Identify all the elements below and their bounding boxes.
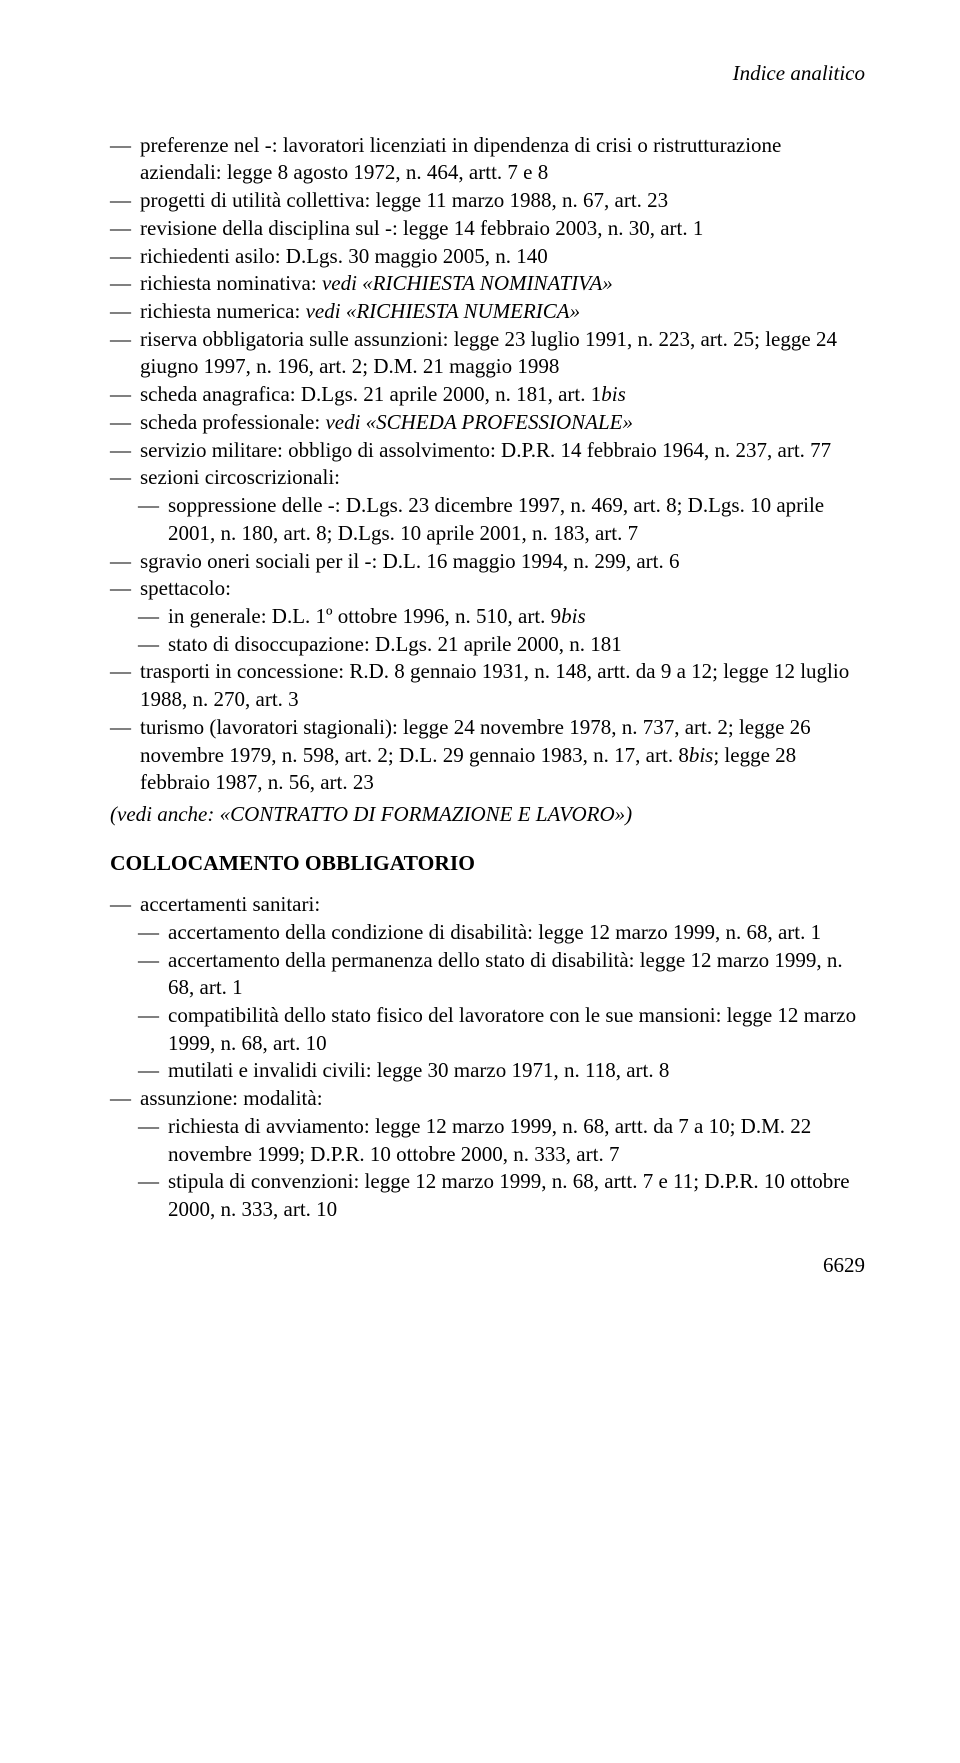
- entry-text: soppressione delle -: D.Lgs. 23 dicembre…: [168, 492, 865, 547]
- index-entry: —accertamento della permanenza dello sta…: [110, 947, 865, 1002]
- dash-icon: —: [110, 891, 140, 919]
- index-entry: —accertamento della condizione di disabi…: [110, 919, 865, 947]
- entry-text: sezioni circoscrizionali:: [140, 464, 865, 492]
- section-heading: COLLOCAMENTO OBBLIGATORIO: [110, 849, 865, 877]
- index-entry: —richiedenti asilo: D.Lgs. 30 maggio 200…: [110, 243, 865, 271]
- index-entry: —preferenze nel -: lavoratori licenziati…: [110, 132, 865, 187]
- index-entry: —sgravio oneri sociali per il -: D.L. 16…: [110, 548, 865, 576]
- entry-text: turismo (lavoratori stagionali): legge 2…: [140, 714, 865, 797]
- dash-icon: —: [138, 1002, 168, 1057]
- dash-icon: —: [110, 437, 140, 465]
- index-entry: —trasporti in concessione: R.D. 8 gennai…: [110, 658, 865, 713]
- index-entry: —richiesta nominativa: vedi «RICHIESTA N…: [110, 270, 865, 298]
- entry-text: richiedenti asilo: D.Lgs. 30 maggio 2005…: [140, 243, 865, 271]
- dash-icon: —: [138, 631, 168, 659]
- index-list-1: —preferenze nel -: lavoratori licenziati…: [110, 132, 865, 797]
- entry-text: richiesta numerica: vedi «RICHIESTA NUME…: [140, 298, 865, 326]
- index-entry: —stipula di convenzioni: legge 12 marzo …: [110, 1168, 865, 1223]
- dash-icon: —: [110, 409, 140, 437]
- document-page: Indice analitico —preferenze nel -: lavo…: [0, 0, 960, 1319]
- entry-text: scheda anagrafica: D.Lgs. 21 aprile 2000…: [140, 381, 865, 409]
- dash-icon: —: [110, 1085, 140, 1113]
- entry-text: riserva obbligatoria sulle assunzioni: l…: [140, 326, 865, 381]
- entry-text: sgravio oneri sociali per il -: D.L. 16 …: [140, 548, 865, 576]
- entry-text: richiesta di avviamento: legge 12 marzo …: [168, 1113, 865, 1168]
- entry-text: preferenze nel -: lavoratori licenziati …: [140, 132, 865, 187]
- index-list-2: —accertamenti sanitari:—accertamento del…: [110, 891, 865, 1224]
- page-header: Indice analitico: [110, 60, 865, 88]
- dash-icon: —: [138, 947, 168, 1002]
- index-entry: —riserva obbligatoria sulle assunzioni: …: [110, 326, 865, 381]
- dash-icon: —: [110, 714, 140, 797]
- entry-text: accertamento della condizione di disabil…: [168, 919, 865, 947]
- index-entry: —assunzione: modalità:: [110, 1085, 865, 1113]
- index-entry: —in generale: D.L. 1º ottobre 1996, n. 5…: [110, 603, 865, 631]
- dash-icon: —: [110, 326, 140, 381]
- dash-icon: —: [138, 1168, 168, 1223]
- index-entry: —compatibilità dello stato fisico del la…: [110, 1002, 865, 1057]
- dash-icon: —: [138, 1113, 168, 1168]
- entry-text: assunzione: modalità:: [140, 1085, 865, 1113]
- entry-text: stato di disoccupazione: D.Lgs. 21 april…: [168, 631, 865, 659]
- index-entry: —spettacolo:: [110, 575, 865, 603]
- entry-text: accertamento della permanenza dello stat…: [168, 947, 865, 1002]
- dash-icon: —: [110, 243, 140, 271]
- entry-text: richiesta nominativa: vedi «RICHIESTA NO…: [140, 270, 865, 298]
- dash-icon: —: [138, 1057, 168, 1085]
- dash-icon: —: [110, 270, 140, 298]
- entry-text: mutilati e invalidi civili: legge 30 mar…: [168, 1057, 865, 1085]
- index-entry: —scheda professionale: vedi «SCHEDA PROF…: [110, 409, 865, 437]
- dash-icon: —: [110, 187, 140, 215]
- entry-text: compatibilità dello stato fisico del lav…: [168, 1002, 865, 1057]
- index-entry: —revisione della disciplina sul -: legge…: [110, 215, 865, 243]
- dash-icon: —: [110, 298, 140, 326]
- dash-icon: —: [138, 919, 168, 947]
- index-entry: —progetti di utilità collettiva: legge 1…: [110, 187, 865, 215]
- entry-text: scheda professionale: vedi «SCHEDA PROFE…: [140, 409, 865, 437]
- entry-text: trasporti in concessione: R.D. 8 gennaio…: [140, 658, 865, 713]
- index-entry: —scheda anagrafica: D.Lgs. 21 aprile 200…: [110, 381, 865, 409]
- index-entry: —richiesta numerica: vedi «RICHIESTA NUM…: [110, 298, 865, 326]
- entry-text: accertamenti sanitari:: [140, 891, 865, 919]
- entry-text: in generale: D.L. 1º ottobre 1996, n. 51…: [168, 603, 865, 631]
- index-entry: —turismo (lavoratori stagionali): legge …: [110, 714, 865, 797]
- index-entry: —stato di disoccupazione: D.Lgs. 21 apri…: [110, 631, 865, 659]
- entry-text: progetti di utilità collettiva: legge 11…: [140, 187, 865, 215]
- index-entry: —richiesta di avviamento: legge 12 marzo…: [110, 1113, 865, 1168]
- dash-icon: —: [110, 464, 140, 492]
- dash-icon: —: [110, 575, 140, 603]
- entry-text: revisione della disciplina sul -: legge …: [140, 215, 865, 243]
- entry-text: spettacolo:: [140, 575, 865, 603]
- dash-icon: —: [138, 603, 168, 631]
- see-also-note: (vedi anche: «CONTRATTO DI FORMAZIONE E …: [110, 801, 865, 829]
- index-entry: —soppressione delle -: D.Lgs. 23 dicembr…: [110, 492, 865, 547]
- dash-icon: —: [110, 381, 140, 409]
- dash-icon: —: [110, 132, 140, 187]
- index-entry: —servizio militare: obbligo di assolvime…: [110, 437, 865, 465]
- dash-icon: —: [110, 548, 140, 576]
- page-number: 6629: [110, 1252, 865, 1280]
- dash-icon: —: [138, 492, 168, 547]
- dash-icon: —: [110, 215, 140, 243]
- index-entry: —mutilati e invalidi civili: legge 30 ma…: [110, 1057, 865, 1085]
- entry-text: stipula di convenzioni: legge 12 marzo 1…: [168, 1168, 865, 1223]
- index-entry: —sezioni circoscrizionali:: [110, 464, 865, 492]
- entry-text: servizio militare: obbligo di assolvimen…: [140, 437, 865, 465]
- index-entry: —accertamenti sanitari:: [110, 891, 865, 919]
- dash-icon: —: [110, 658, 140, 713]
